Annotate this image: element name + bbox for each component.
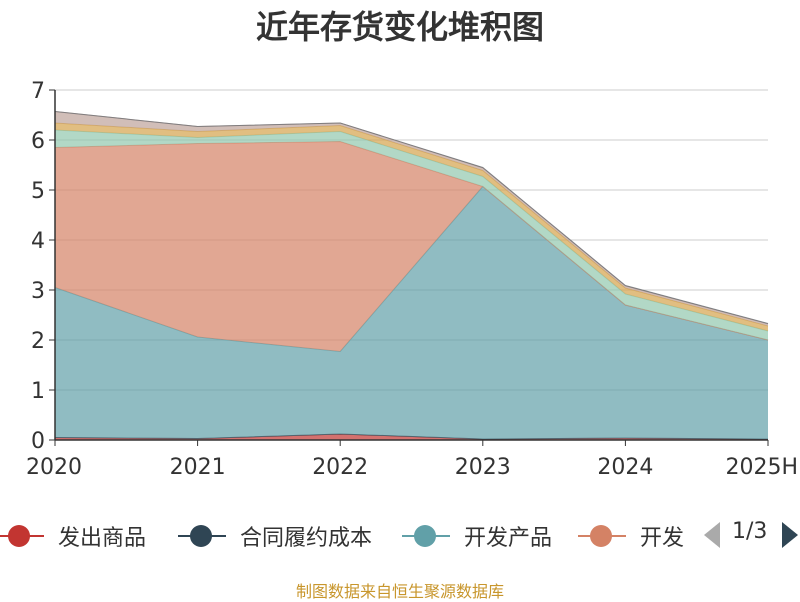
x-tick-labels: 2020 2021 2022 2023 2024 2025H xyxy=(26,455,798,480)
stacked-area-chart: 0 1 2 3 4 5 6 7 2020 2021 2022 2023 2024 2025H xyxy=(26,79,798,480)
y-tick-label: 7 xyxy=(31,79,45,104)
legend-marker xyxy=(0,522,56,550)
x-tick-label: 2021 xyxy=(170,455,226,480)
y-tick-labels: 0 1 2 3 4 5 6 7 xyxy=(31,79,45,454)
y-tick-label: 0 xyxy=(31,429,45,454)
legend-item-hetong[interactable]: 合同履约成本 xyxy=(178,520,373,551)
y-tick-label: 6 xyxy=(31,129,45,154)
legend-item-kaifa-chanpin[interactable]: 开发产品 xyxy=(402,520,553,551)
legend-item-fachu[interactable]: 发出商品 xyxy=(0,520,147,551)
y-tick-label: 1 xyxy=(31,379,45,404)
axes xyxy=(49,89,769,446)
y-tick-label: 2 xyxy=(31,329,45,354)
legend-label: 合同履约成本 xyxy=(240,526,373,551)
legend-marker xyxy=(578,522,638,550)
legend-label: 开发 xyxy=(640,526,685,551)
legend-marker xyxy=(402,522,462,550)
x-tick-label: 2023 xyxy=(455,455,511,480)
legend-page-indicator: 1/3 xyxy=(732,519,768,544)
legend: 发出商品 合同履约成本 开发产品 开发 xyxy=(0,512,800,556)
next-page-icon[interactable] xyxy=(782,522,798,548)
x-tick-label: 2024 xyxy=(597,455,653,480)
legend-label: 开发产品 xyxy=(464,526,553,551)
x-tick-label: 2020 xyxy=(26,455,82,480)
area-series xyxy=(54,111,769,440)
legend-pager: 1/3 xyxy=(700,512,800,556)
y-tick-label: 4 xyxy=(31,229,45,254)
y-tick-label: 3 xyxy=(31,279,45,304)
data-source-note: 制图数据来自恒生聚源数据库 xyxy=(295,582,504,601)
area-series-5 xyxy=(55,123,768,331)
x-tick-label: 2022 xyxy=(312,455,368,480)
legend-marker xyxy=(178,522,238,550)
series-line-7 xyxy=(54,111,769,324)
chart-title: 近年存货变化堆积图 xyxy=(255,8,544,46)
area-series-2 xyxy=(55,186,768,439)
x-tick-label: 2025H xyxy=(725,455,798,480)
area-series-3 xyxy=(55,141,768,352)
y-tick-label: 5 xyxy=(31,179,45,204)
prev-page-icon[interactable] xyxy=(704,522,720,548)
area-series-4 xyxy=(55,130,768,340)
legend-label: 发出商品 xyxy=(58,526,147,551)
legend-item-kaifa[interactable]: 开发 xyxy=(578,520,685,551)
